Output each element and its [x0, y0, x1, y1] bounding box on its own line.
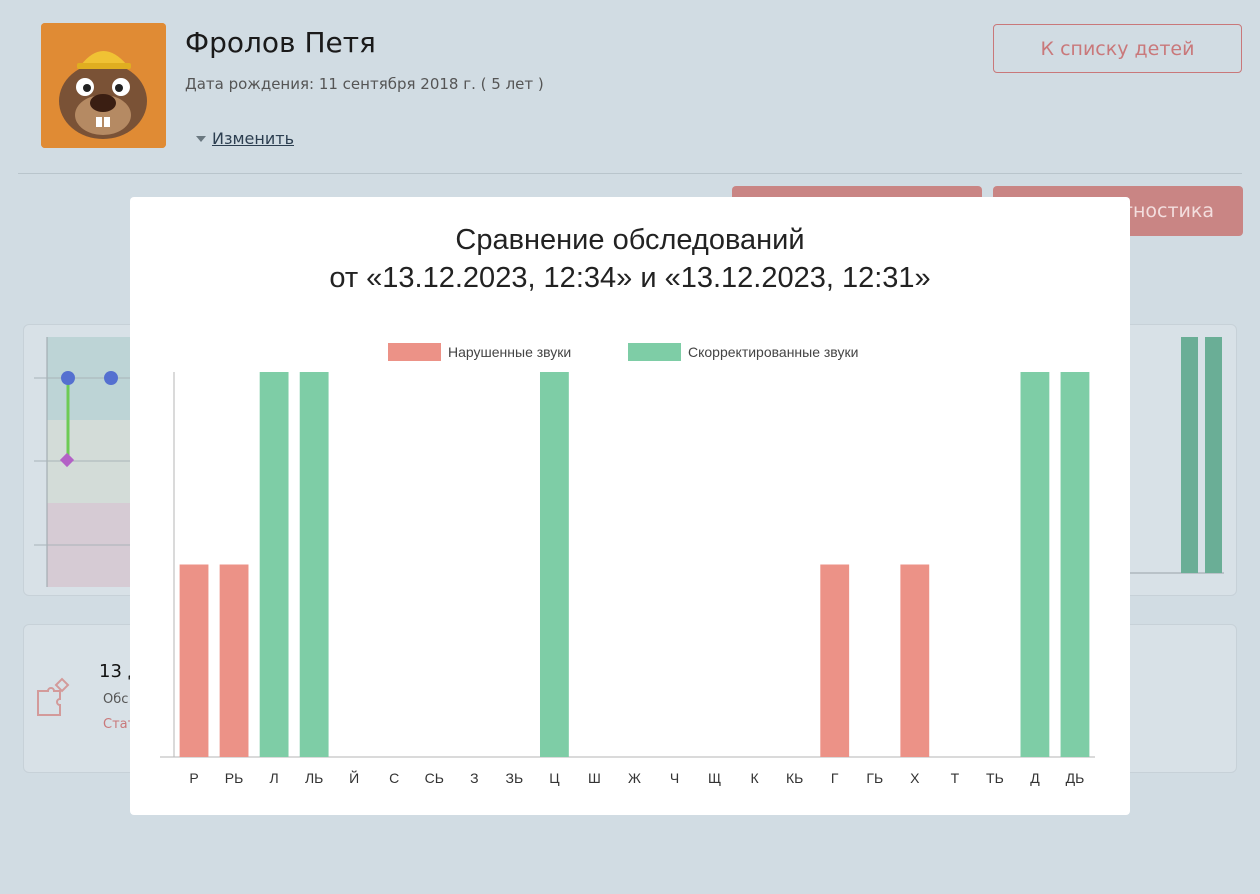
chart-bar — [299, 372, 329, 757]
graph-bar — [1205, 337, 1222, 573]
legend-label: Нарушенные звуки — [448, 344, 571, 360]
beaver-avatar-icon — [41, 23, 166, 148]
x-tick-label: РЬ — [225, 770, 244, 786]
x-tick-label: ЛЬ — [305, 770, 323, 786]
session-label: Обс — [103, 692, 129, 707]
header-divider — [18, 173, 1242, 174]
legend-label: Скорректированные звуки — [688, 344, 858, 360]
x-tick-label: ДЬ — [1066, 770, 1085, 786]
x-tick-label: Щ — [708, 770, 721, 786]
chart-bar — [1060, 372, 1090, 757]
x-tick-label: КЬ — [786, 770, 803, 786]
chart-bar — [539, 372, 569, 757]
x-tick-label: Г — [831, 770, 839, 786]
x-tick-label: ГЬ — [866, 770, 883, 786]
comparison-modal: Сравнение обследований от «13.12.2023, 1… — [130, 197, 1130, 815]
modal-title-line2: от «13.12.2023, 12:34» и «13.12.2023, 12… — [329, 262, 931, 294]
session-date: 13 д — [99, 661, 141, 682]
graph-point — [59, 452, 75, 468]
x-tick-label: ЗЬ — [506, 770, 524, 786]
x-tick-label: Ц — [549, 770, 560, 786]
chart-bar — [219, 564, 249, 757]
x-tick-label: Р — [189, 770, 198, 786]
puzzle-icon — [36, 677, 70, 721]
x-tick-label: Й — [349, 769, 359, 786]
x-tick-label: Ж — [628, 770, 641, 786]
x-tick-label: СЬ — [425, 770, 444, 786]
chart-bar — [820, 564, 850, 757]
modal-title-line1: Сравнение обследований — [455, 224, 805, 256]
edit-toggle[interactable]: Изменить — [196, 129, 294, 148]
modal-title: Сравнение обследований от «13.12.2023, 1… — [130, 221, 1130, 297]
x-tick-label: К — [751, 770, 760, 786]
legend-swatch — [628, 343, 681, 361]
x-tick-label: З — [470, 770, 478, 786]
chart-bar — [900, 564, 930, 757]
session-status: Стат — [103, 717, 136, 732]
x-tick-label: Ш — [588, 770, 601, 786]
chart-bar — [259, 372, 289, 757]
chart-bar — [179, 564, 209, 757]
x-tick-label: ТЬ — [986, 770, 1004, 786]
x-tick-label: Ч — [670, 770, 679, 786]
x-tick-label: Т — [951, 770, 960, 786]
graph-point — [61, 371, 75, 385]
birth-date: Дата рождения: 11 сентября 2018 г. ( 5 л… — [185, 75, 544, 93]
comparison-chart: Нарушенные звуки Скорректированные звуки Р… — [160, 343, 1095, 786]
graph-point — [104, 371, 118, 385]
back-to-children-button[interactable]: К списку детей — [993, 24, 1242, 73]
edit-link[interactable]: Изменить — [212, 129, 294, 148]
legend-swatch — [388, 343, 441, 361]
caret-down-icon — [196, 135, 206, 142]
x-tick-label: Д — [1030, 770, 1040, 786]
child-name: Фролов Петя — [185, 26, 376, 59]
child-avatar — [41, 23, 166, 148]
x-tick-label: Х — [910, 770, 920, 786]
graph-bar — [1181, 337, 1198, 573]
x-tick-label: Л — [270, 770, 279, 786]
chart-bar — [1020, 372, 1050, 757]
x-tick-label: С — [389, 770, 399, 786]
